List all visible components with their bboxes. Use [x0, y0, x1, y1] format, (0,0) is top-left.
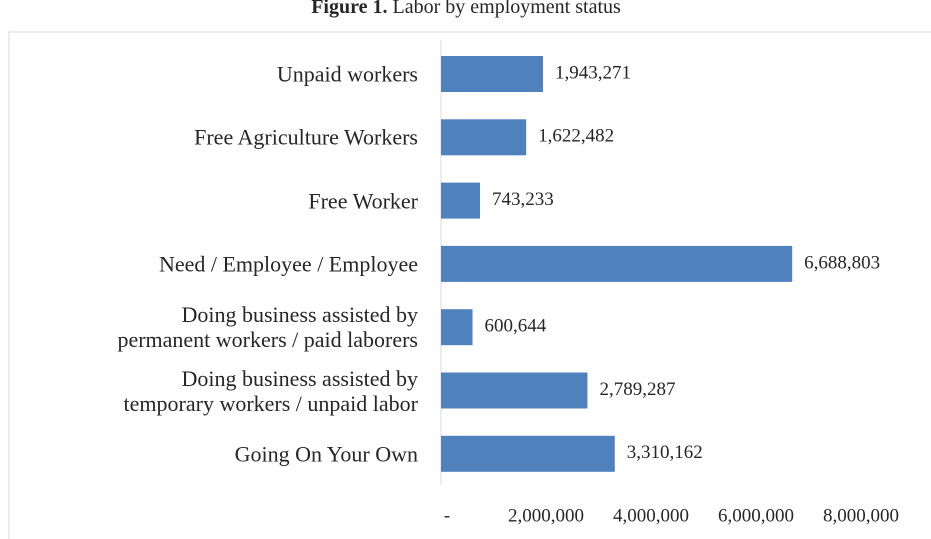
value-label: 743,233 — [492, 189, 554, 210]
value-label: 2,789,287 — [599, 379, 675, 400]
bar — [441, 372, 588, 409]
chart-frame — [8, 31, 931, 539]
value-label: 1,943,271 — [555, 62, 631, 83]
y-tick-label: Doing business assisted by permanent wor… — [117, 302, 418, 353]
y-tick-label: Going On Your Own — [234, 441, 418, 467]
value-label: 6,688,803 — [804, 252, 880, 273]
y-tick-label: Unpaid workers — [276, 61, 418, 87]
x-tick-label: 4,000,000 — [613, 505, 689, 526]
value-label: 600,644 — [485, 316, 547, 337]
value-label: 3,310,162 — [627, 442, 703, 463]
x-tick-label: 6,000,000 — [718, 505, 794, 526]
value-label: 1,622,482 — [538, 126, 614, 147]
x-tick-label: 8,000,000 — [823, 505, 899, 526]
bar — [441, 309, 473, 346]
y-tick-label: Need / Employee / Employee — [158, 251, 418, 277]
title-text: Labor by employment status — [393, 0, 622, 18]
bar — [441, 245, 793, 282]
x-tick-label: 2,000,000 — [508, 505, 584, 526]
title-label: Figure 1. — [311, 0, 387, 18]
bar — [441, 56, 544, 92]
chart-title: Figure 1. Labor by employment status — [311, 0, 621, 18]
bar — [441, 435, 615, 472]
bar — [441, 119, 527, 156]
x-tick-label: - — [444, 505, 450, 526]
bar — [441, 182, 481, 219]
y-tick-label: Free Agriculture Workers — [194, 124, 418, 150]
y-tick-label: Doing business assisted by temporary wor… — [123, 365, 418, 416]
y-tick-label: Free Worker — [308, 188, 418, 214]
